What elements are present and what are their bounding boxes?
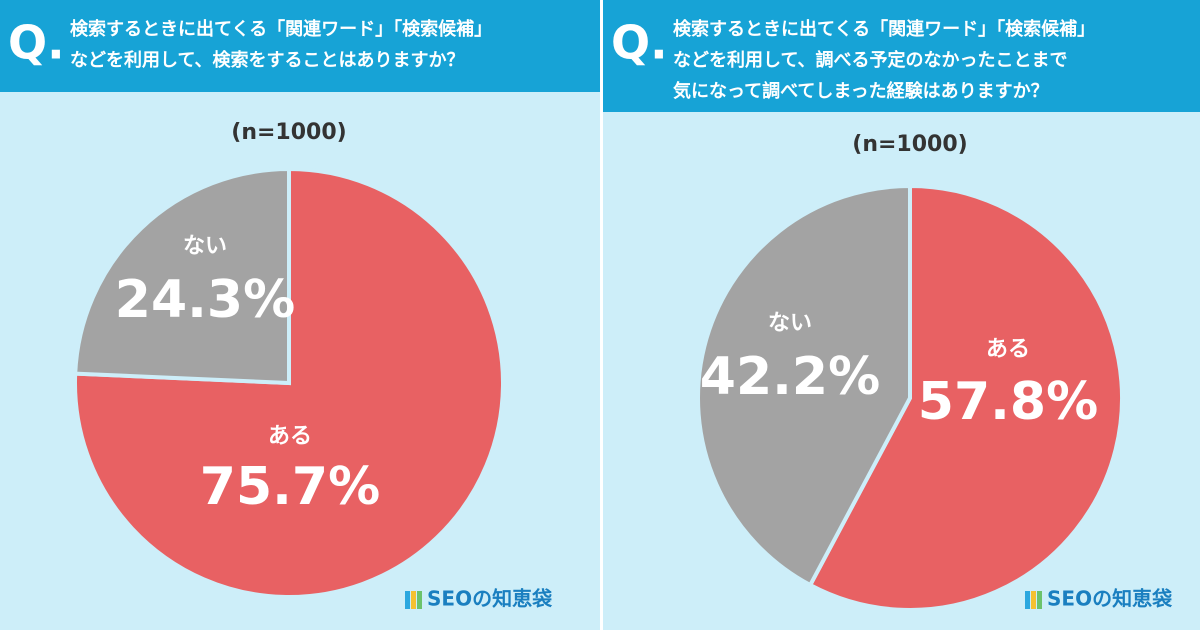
question-title: 検索するときに出てくる「関連ワード」「検索候補」 bbox=[70, 18, 492, 40]
logo-icon bbox=[1037, 591, 1042, 609]
logo-icon bbox=[405, 591, 410, 609]
slice-value-label: 24.3% bbox=[115, 270, 295, 330]
question-title: 検索するときに出てくる「関連ワード」「検索候補」 bbox=[673, 18, 1095, 40]
pie-slice bbox=[696, 183, 912, 588]
slice-value-label: 42.2% bbox=[700, 347, 880, 407]
slice-category: ある bbox=[986, 337, 1030, 362]
q-mark: Q. bbox=[611, 16, 668, 70]
question-title: などを利用して、検索をすることはありますか？ bbox=[70, 49, 465, 71]
logo-icon bbox=[417, 591, 422, 609]
slice-category: ない bbox=[768, 311, 812, 336]
question-title: 気になって調べてしまった経験はありますか？ bbox=[673, 80, 1049, 102]
logo-icon bbox=[411, 591, 416, 609]
logo-icon bbox=[1025, 591, 1030, 609]
slice-value-label: 57.8% bbox=[918, 372, 1098, 432]
slice-category: ある bbox=[268, 424, 312, 449]
source-logo: SEOの知恵袋 bbox=[427, 587, 553, 611]
pie-slice bbox=[73, 166, 291, 386]
source-logo: SEOの知恵袋 bbox=[1047, 587, 1173, 611]
q-mark: Q. bbox=[8, 16, 65, 70]
slice-category: ない bbox=[183, 234, 227, 259]
question-title: などを利用して、調べる予定のなかったことまで bbox=[673, 49, 1068, 71]
sample-size: (n=1000) bbox=[852, 132, 967, 157]
slice-value-label: 75.7% bbox=[200, 457, 380, 517]
logo-icon bbox=[1031, 591, 1036, 609]
pie-slice bbox=[73, 166, 505, 599]
header-band bbox=[0, 0, 600, 92]
sample-size: (n=1000) bbox=[231, 120, 346, 145]
pie-slice bbox=[807, 183, 1124, 612]
header-band bbox=[603, 0, 1200, 112]
